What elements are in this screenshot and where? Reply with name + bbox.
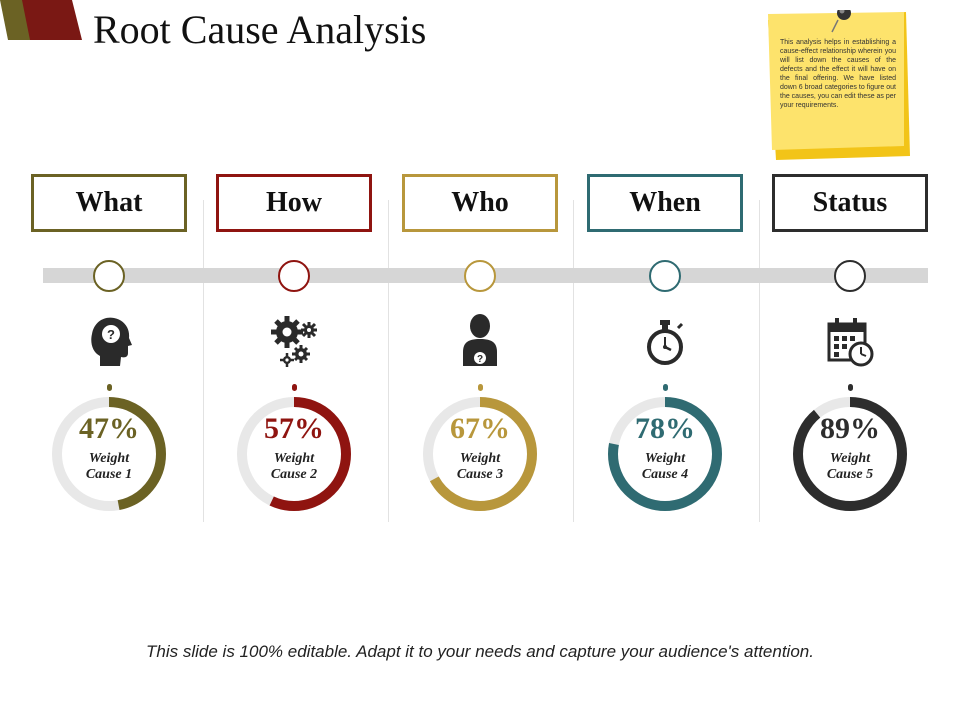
percent-label: 47% [79,412,139,445]
progress-ring [237,397,351,511]
gears-icon [271,316,317,367]
caption-line1: Weight [88,451,130,466]
timeline-node [834,260,866,292]
column-when: When 78% Weight Cause 4 [572,0,758,720]
timeline-node [464,260,496,292]
footer-text: This slide is 100% editable. Adapt it to… [146,642,814,661]
progress-ring [423,397,537,511]
caption-line1: Weight [644,451,686,466]
column-who: Who ? 67% Weight Cause 3 [387,0,573,720]
caption-line2: Cause 2 [270,467,318,482]
person-question-icon: ? [463,314,497,366]
svg-text:?: ? [477,354,483,365]
column-divider [759,200,760,522]
caption: Weight Cause 4 [605,451,725,483]
header-box: Status [772,174,928,232]
indicator-dot [478,384,483,391]
pushpin-icon [831,10,851,33]
header-box: Who [402,174,558,232]
caption-line2: Cause 3 [456,467,504,482]
header-box: What [31,174,187,232]
sticky-note-text: This analysis helps in establishing a ca… [780,39,896,109]
caption-line1: Weight [273,451,315,466]
percent-label: 89% [820,412,880,445]
progress-ring [608,397,722,511]
caption: Weight Cause 5 [790,451,910,483]
caption-line2: Cause 5 [826,467,874,482]
stopwatch-icon [647,320,684,365]
indicator-dot [663,384,668,391]
percent-label: 57% [264,412,324,445]
column-what: What ? 47% Weight Cause 1 [16,0,202,720]
caption-line2: Cause 4 [641,467,689,482]
column-how: How [201,0,387,720]
timeline-node [93,260,125,292]
caption: Weight Cause 1 [49,451,169,483]
column-divider [388,200,389,522]
timeline-node [278,260,310,292]
caption-line1: Weight [829,451,871,466]
header-box: When [587,174,743,232]
percent-label: 78% [635,412,695,445]
indicator-dot [848,384,853,391]
column-status: Status 89% Weight Cause 5 [757,0,943,720]
percent-label: 67% [450,412,510,445]
caption-line2: Cause 1 [85,467,133,482]
indicator-dot [292,384,297,391]
column-divider [203,200,204,522]
page-title: Root Cause Analysis [93,7,427,52]
sticky-note [768,10,910,160]
header-box: How [216,174,372,232]
caption-line1: Weight [459,451,501,466]
caption: Weight Cause 3 [420,451,540,483]
corner-decoration [0,0,82,40]
progress-ring [52,397,166,511]
caption: Weight Cause 2 [234,451,354,483]
indicator-dot [107,384,112,391]
calendar-clock-icon [827,318,874,367]
svg-text:?: ? [107,327,115,342]
column-divider [573,200,574,522]
timeline-node [649,260,681,292]
progress-ring [793,397,907,511]
head-question-icon: ? [91,317,132,366]
